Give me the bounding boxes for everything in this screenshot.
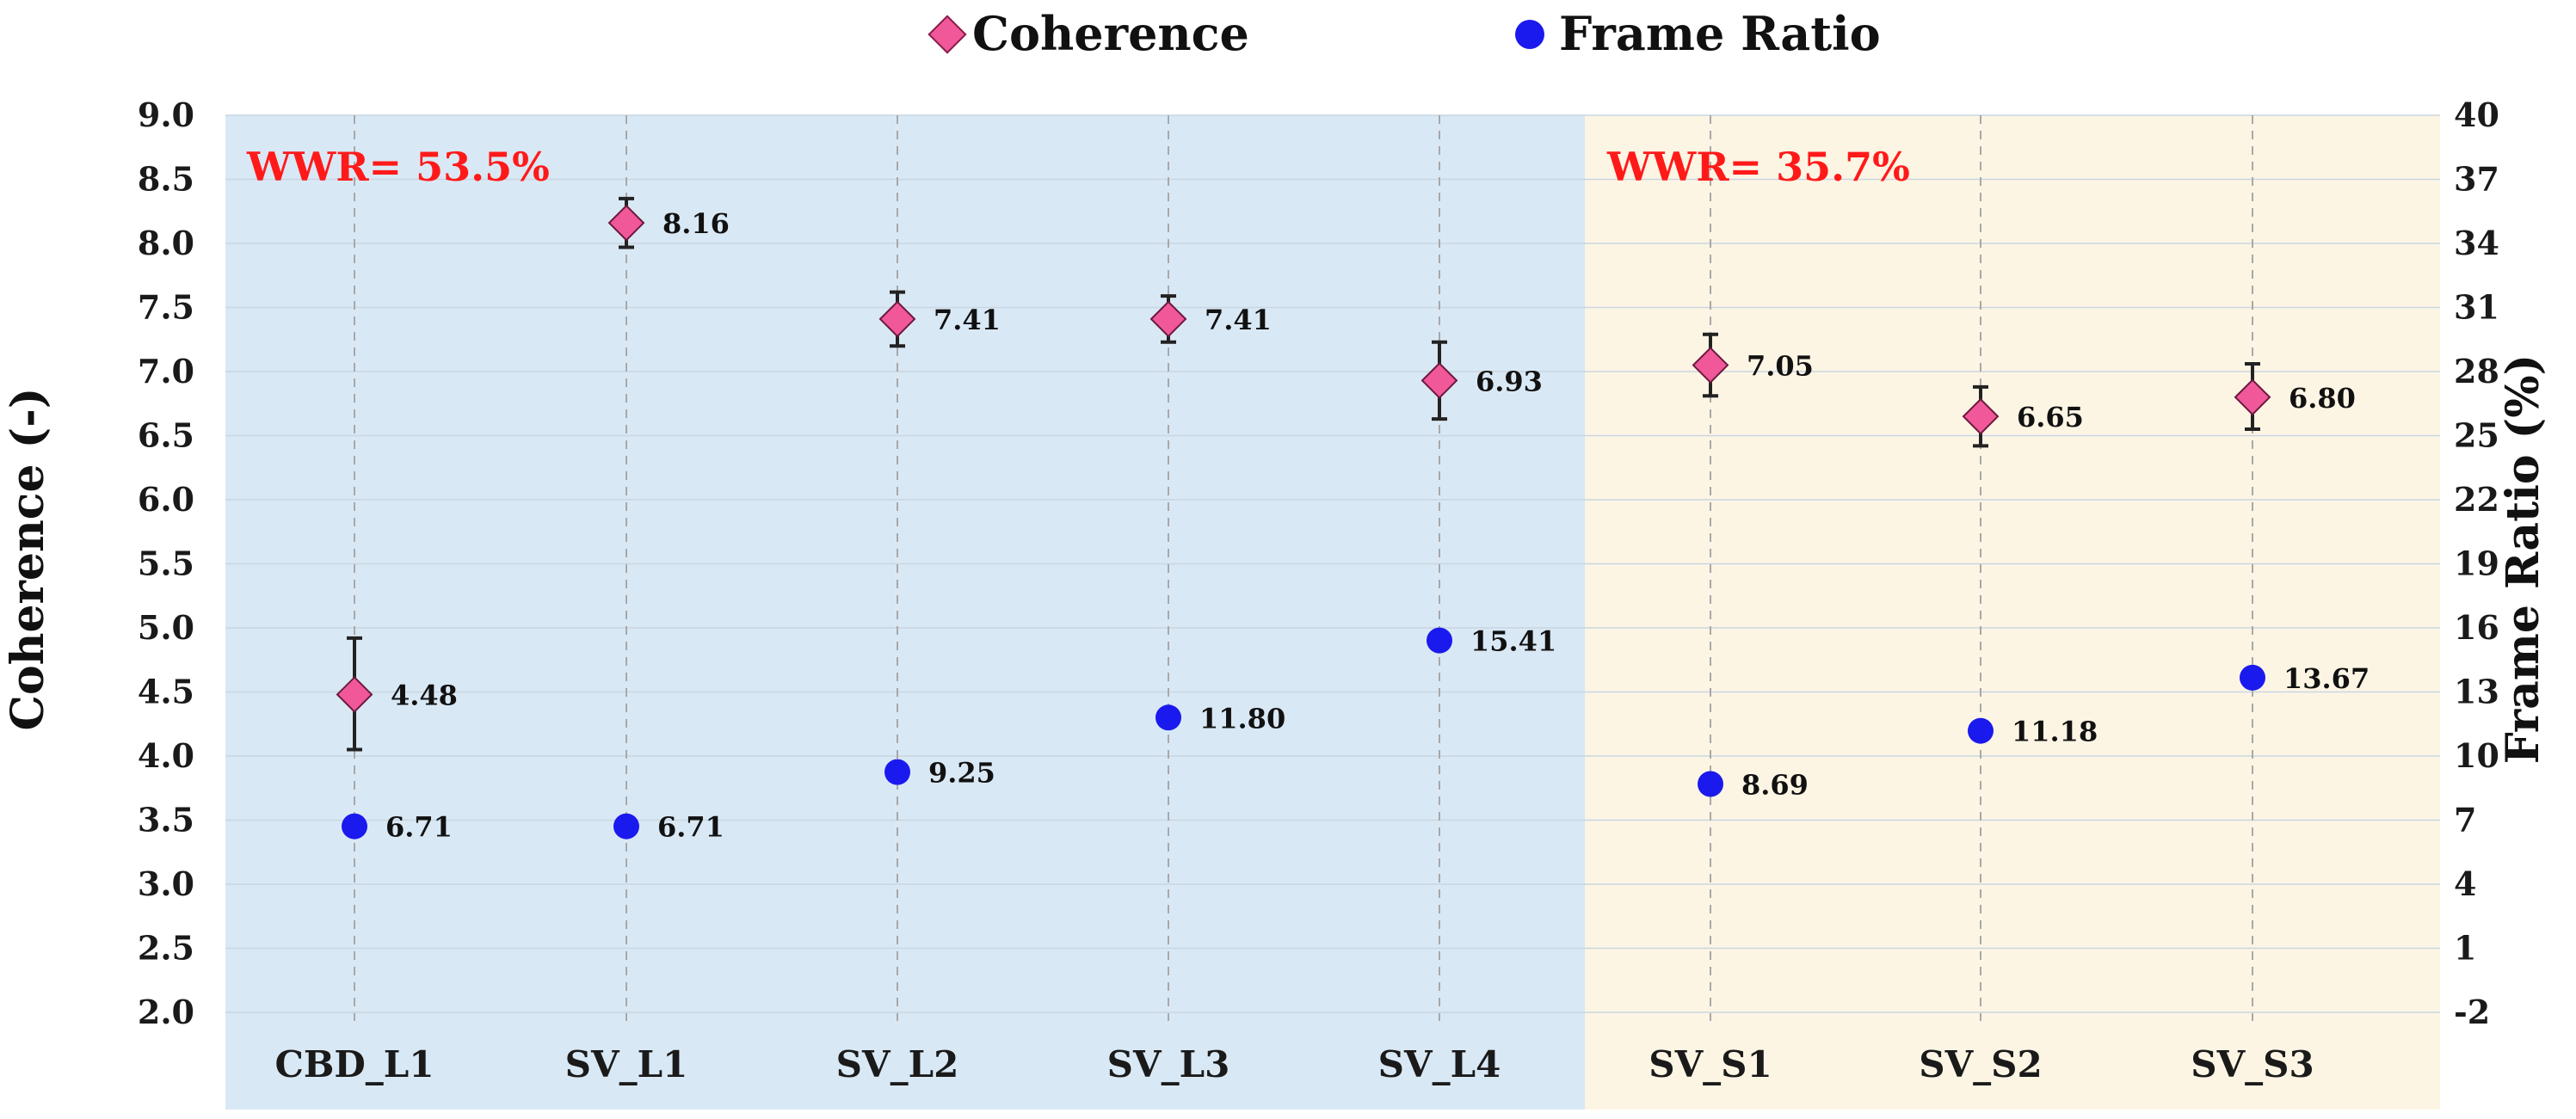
region-band-0: [225, 115, 1585, 1110]
right-tick-label: 40: [2454, 95, 2499, 134]
legend-coherence-marker-icon: [927, 15, 967, 54]
frame-ratio-data-label: 8.69: [1741, 769, 1809, 802]
right-tick-label: 28: [2454, 352, 2499, 390]
left-tick-label: 5.0: [138, 608, 194, 647]
left-axis-ticks: 9.0 8.5 8.0 7.5 7.0 6.5 6.0 5.5 5.0 4.5 4.0 3.5 3.0 2…: [138, 95, 194, 1031]
frame-ratio-data-label: 9.25: [928, 757, 995, 790]
left-tick-label: 8.5: [138, 160, 194, 199]
left-tick-label: 4.5: [138, 673, 194, 711]
coherence-point: [2234, 378, 2271, 416]
right-axis-title: Frame Ratio (%): [2497, 354, 2549, 765]
coherence-point: [878, 300, 916, 338]
frame-ratio-point: [342, 813, 367, 839]
right-axis-ticks: 40 37 34 31 28 25 22 19 16 13 10 7 4 1 -2: [2454, 95, 2499, 1031]
region-labels: WWR= 53.5% WWR= 35.7%: [246, 144, 1910, 190]
category-label: SV_L4: [1378, 1043, 1501, 1085]
frame-ratio-series: [342, 627, 2265, 839]
region-band-1: [1585, 115, 2440, 1110]
right-tick-label: 37: [2454, 160, 2499, 199]
left-tick-label: 6.0: [138, 480, 194, 519]
coherence-data-label: 8.16: [662, 207, 730, 240]
coherence-point: [336, 676, 373, 713]
left-tick-label: 9.0: [138, 95, 194, 134]
left-tick-label: 2.5: [138, 929, 194, 968]
coherence-point: [1149, 300, 1187, 338]
left-axis-title: Coherence (-): [2, 388, 54, 731]
right-tick-label: 1: [2454, 929, 2476, 968]
coherence-data-label: 7.41: [934, 304, 1001, 336]
right-tick-label: 34: [2454, 224, 2499, 262]
region-label: WWR= 35.7%: [1606, 144, 1910, 190]
category-label: CBD_L1: [274, 1043, 434, 1085]
legend: Coherence Frame Ratio: [927, 6, 1881, 61]
coherence-data-label: 6.80: [2289, 382, 2356, 415]
legend-frame-ratio-label: Frame Ratio: [1559, 6, 1881, 61]
frame-ratio-data-label: 11.18: [2012, 716, 2098, 748]
right-tick-label: 4: [2454, 864, 2476, 903]
right-tick-label: 25: [2454, 416, 2499, 455]
frame-ratio-data-label: 15.41: [1470, 625, 1556, 658]
category-label: SV_S3: [2191, 1043, 2314, 1085]
right-tick-label: 7: [2454, 801, 2476, 839]
frame-ratio-data-label: 6.71: [657, 811, 724, 844]
coherence-point: [1962, 397, 2000, 435]
wwr-regions: [225, 115, 2440, 1110]
legend-frame-ratio-marker-icon: [1515, 20, 1544, 49]
coherence-point: [1692, 347, 1729, 384]
category-lines: [354, 115, 2253, 1021]
frame-ratio-point: [2240, 664, 2265, 691]
right-tick-label: 31: [2454, 288, 2499, 327]
left-tick-label: 4.0: [138, 736, 194, 775]
category-label: SV_S2: [1919, 1043, 2042, 1085]
coherence-data-label: 6.65: [2017, 401, 2084, 433]
category-label: SV_L1: [565, 1043, 688, 1085]
right-tick-label: 10: [2454, 736, 2499, 775]
left-tick-label: 7.0: [138, 352, 194, 390]
right-tick-label: 16: [2454, 608, 2499, 647]
frame-ratio-point: [613, 813, 639, 839]
data-labels: 4.48 8.16 7.41 7.41 6.93 7.05 6.65 6.80 6.71 6.71…: [385, 207, 2370, 844]
coherence-data-label: 7.05: [1747, 350, 1814, 383]
frame-ratio-data-label: 6.71: [385, 811, 453, 844]
coherence-point: [1420, 362, 1458, 399]
left-tick-label: 6.5: [138, 416, 194, 455]
coherence-series: [336, 204, 2271, 713]
gridlines: [225, 114, 2440, 1013]
right-tick-label: -2: [2454, 993, 2490, 1031]
coherence-data-label: 7.41: [1205, 304, 1272, 336]
left-tick-label: 5.5: [138, 544, 194, 583]
right-tick-label: 19: [2454, 544, 2499, 583]
category-labels: CBD_L1 SV_L1 SV_L2 SV_L3 SV_L4 SV_S1 SV_S2 SV_S…: [274, 1043, 2314, 1085]
coherence-data-label: 4.48: [391, 679, 458, 711]
frame-ratio-point: [1698, 771, 1723, 797]
left-tick-label: 3.5: [138, 801, 194, 839]
right-tick-label: 13: [2454, 673, 2499, 711]
left-tick-label: 3.0: [138, 864, 194, 903]
frame-ratio-point: [1427, 627, 1452, 654]
left-tick-label: 2.0: [138, 993, 194, 1031]
frame-ratio-data-label: 11.80: [1199, 702, 1285, 735]
category-label: SV_S1: [1649, 1043, 1772, 1085]
category-label: SV_L2: [836, 1043, 959, 1085]
frame-ratio-data-label: 13.67: [2283, 662, 2370, 695]
legend-coherence-label: Coherence: [972, 6, 1249, 61]
right-tick-label: 22: [2454, 480, 2499, 519]
frame-ratio-point: [1968, 717, 1994, 744]
frame-ratio-point: [1156, 704, 1181, 731]
left-tick-label: 8.0: [138, 224, 194, 262]
category-label: SV_L3: [1107, 1043, 1230, 1085]
frame-ratio-point: [884, 759, 910, 785]
coherence-data-label: 6.93: [1476, 365, 1543, 397]
coherence-point: [607, 204, 645, 242]
left-tick-label: 7.5: [138, 288, 194, 327]
region-label: WWR= 53.5%: [246, 144, 550, 190]
